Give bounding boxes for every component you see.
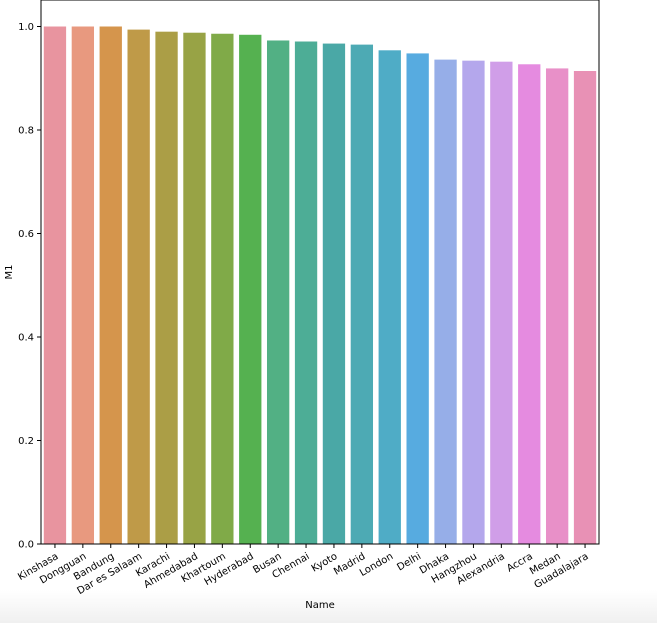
bar-chennai: [294, 41, 318, 544]
bar-hangzhou: [462, 60, 485, 544]
bar-karachi: [155, 31, 178, 545]
y-tick-label: 0.0: [18, 540, 34, 551]
bar-madrid: [350, 44, 374, 545]
y-tick-label: 0.8: [18, 126, 34, 137]
bar-dar-es-salaam: [127, 29, 150, 545]
bar-london: [378, 50, 401, 545]
x-axis-label: Name: [305, 600, 335, 611]
bar-kinshasa: [43, 26, 67, 544]
bar-hyderabad: [239, 34, 262, 544]
y-tick-label: 0.4: [18, 333, 34, 344]
bar-medan: [545, 68, 569, 544]
plot-frame: [40, 0, 600, 545]
bar-bandung: [99, 26, 122, 544]
bar-khartoum: [211, 33, 234, 545]
bar-kyoto: [322, 43, 346, 544]
y-tick-label: 0.6: [18, 229, 34, 240]
y-tick-label: 0.2: [18, 436, 34, 447]
bar-busan: [266, 40, 290, 544]
bar-alexandria: [490, 61, 513, 544]
y-axis-label: M1: [4, 265, 15, 280]
y-tick-label: 1.0: [18, 22, 34, 33]
bar-dongguan: [71, 26, 95, 544]
bar-guadalajara: [573, 71, 597, 544]
bar-delhi: [406, 53, 429, 544]
bar-accra: [518, 64, 541, 544]
bar-ahmedabad: [183, 32, 206, 545]
bar-dhaka: [434, 59, 457, 545]
